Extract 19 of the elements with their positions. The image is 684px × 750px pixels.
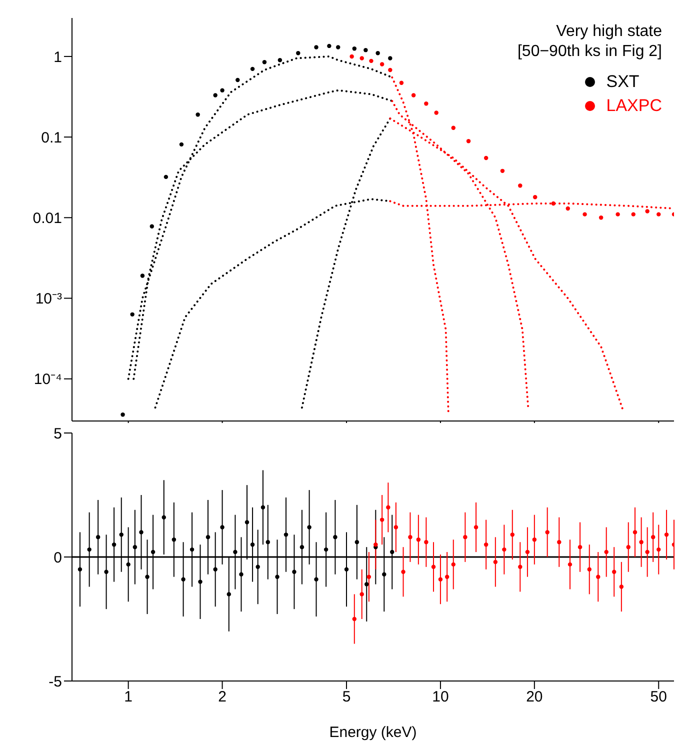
annotation: Very high state <box>555 22 662 42</box>
y-tick-label: 10⁻³ <box>35 290 62 308</box>
x-axis-title: Energy (keV) <box>329 724 417 741</box>
x-tick-label: 2 <box>218 688 226 706</box>
y-tick-label: 0.1 <box>41 129 62 146</box>
annotation: [50−90th ks in Fig 2] <box>517 42 662 62</box>
x-tick-label: 10 <box>432 688 449 706</box>
x-tick-label: 5 <box>342 688 351 706</box>
y-tick-label: 5 <box>54 425 62 442</box>
y-tick-label: 10⁻⁴ <box>34 371 62 388</box>
x-tick-label: 20 <box>526 688 543 706</box>
y-tick-label: 0 <box>54 549 62 566</box>
x-tick-label: 1 <box>124 688 132 706</box>
x-tick-label: 50 <box>650 688 667 706</box>
y-tick-label: -5 <box>48 673 62 690</box>
y-tick-label: 1 <box>54 48 62 66</box>
legend-label: SXT <box>606 71 640 93</box>
legend-label: LAXPC <box>606 95 662 117</box>
y-tick-label: 0.01 <box>32 210 62 227</box>
